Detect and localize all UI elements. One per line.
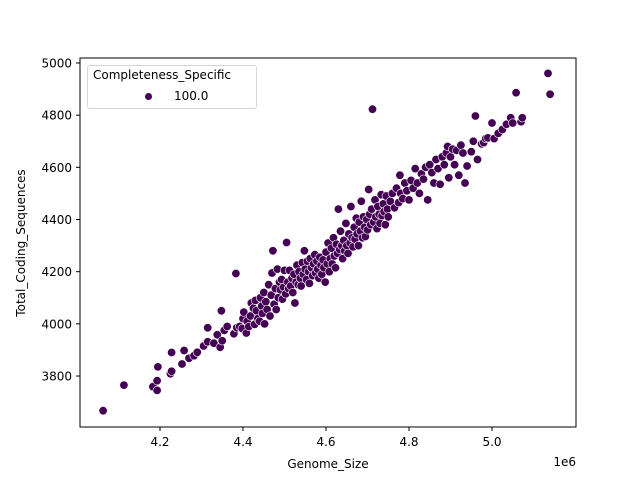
data-point xyxy=(333,204,343,214)
data-point xyxy=(179,345,189,355)
data-point xyxy=(353,241,363,251)
data-point xyxy=(304,278,314,288)
data-point xyxy=(511,88,521,98)
x-axis-offset-label: 1e6 xyxy=(553,455,576,469)
y-tick-label: 4400 xyxy=(41,213,72,227)
y-tick-label: 4600 xyxy=(41,161,72,175)
data-point xyxy=(487,118,497,128)
x-tick-label: 4.4 xyxy=(233,435,252,449)
legend-marker-icon xyxy=(145,93,152,100)
data-point xyxy=(466,147,476,157)
data-point xyxy=(203,323,213,333)
legend-title: Completeness_Specific xyxy=(93,68,232,82)
data-point xyxy=(380,220,390,230)
data-point xyxy=(367,104,377,114)
y-tick-label: 5000 xyxy=(41,57,72,71)
data-point xyxy=(456,140,466,150)
data-point xyxy=(212,330,222,340)
data-point xyxy=(290,298,300,308)
data-point xyxy=(119,380,129,390)
data-point xyxy=(152,376,162,386)
data-point xyxy=(468,136,478,146)
x-tick-label: 4.6 xyxy=(316,435,335,449)
data-point xyxy=(260,319,270,329)
data-point xyxy=(152,385,162,395)
data-point xyxy=(265,311,275,321)
data-point xyxy=(98,406,108,416)
data-point xyxy=(216,306,226,316)
data-point xyxy=(395,170,405,180)
data-point xyxy=(543,68,553,78)
data-point xyxy=(167,366,177,376)
y-tick-label: 3800 xyxy=(41,370,72,384)
data-point xyxy=(458,148,468,158)
data-point xyxy=(356,196,366,206)
y-axis-label: Total_Coding_Sequences xyxy=(14,169,28,317)
data-point xyxy=(364,185,374,195)
legend: Completeness_Specific 100.0 xyxy=(87,65,257,109)
y-tick-label: 4800 xyxy=(41,109,72,123)
data-point xyxy=(299,246,309,256)
y-axis-ticks: 3800 4000 4200 4400 4600 4800 5000 xyxy=(41,57,80,384)
data-point xyxy=(296,281,306,291)
data-point xyxy=(209,338,219,348)
data-point xyxy=(153,362,163,372)
data-point xyxy=(335,226,345,236)
data-point xyxy=(264,280,274,290)
y-tick-label: 4000 xyxy=(41,317,72,331)
data-point xyxy=(410,164,420,174)
data-point xyxy=(177,359,187,369)
data-point xyxy=(239,307,249,317)
data-points xyxy=(98,68,555,416)
data-point xyxy=(450,160,460,170)
data-point xyxy=(341,218,351,228)
x-tick-label: 5.0 xyxy=(482,435,501,449)
data-point xyxy=(404,195,414,205)
data-point xyxy=(418,174,428,184)
data-point xyxy=(222,321,232,331)
plot-area-frame xyxy=(79,57,577,428)
data-point xyxy=(435,179,445,189)
legend-entry-label: 100.0 xyxy=(174,89,209,103)
data-point xyxy=(330,263,340,273)
data-point xyxy=(460,178,470,188)
data-point xyxy=(271,304,281,314)
data-point xyxy=(439,160,449,170)
legend-entry: 100.0 xyxy=(88,88,256,106)
data-point xyxy=(268,246,278,256)
data-point xyxy=(508,118,518,128)
data-point xyxy=(288,287,298,297)
data-point xyxy=(217,336,227,346)
data-point xyxy=(470,111,480,121)
data-point xyxy=(320,277,330,287)
data-point xyxy=(343,248,353,258)
data-point xyxy=(423,195,433,205)
data-point xyxy=(545,89,555,99)
data-point xyxy=(517,113,527,123)
data-point xyxy=(444,173,454,183)
data-point xyxy=(472,155,482,165)
x-axis-label: Genome_Size xyxy=(287,457,368,471)
data-point xyxy=(414,188,424,198)
data-point xyxy=(231,268,241,278)
data-point xyxy=(167,347,177,357)
data-point xyxy=(454,170,464,180)
data-point xyxy=(282,238,292,248)
x-tick-label: 4.2 xyxy=(150,435,169,449)
x-tick-label: 4.8 xyxy=(399,435,418,449)
x-axis-ticks: 4.2 4.4 4.6 4.8 5.0 xyxy=(150,427,502,449)
data-point xyxy=(445,152,455,162)
y-tick-label: 4200 xyxy=(41,265,72,279)
data-point xyxy=(192,347,202,357)
data-point xyxy=(383,212,393,222)
data-point xyxy=(462,161,472,171)
data-point xyxy=(346,202,356,212)
